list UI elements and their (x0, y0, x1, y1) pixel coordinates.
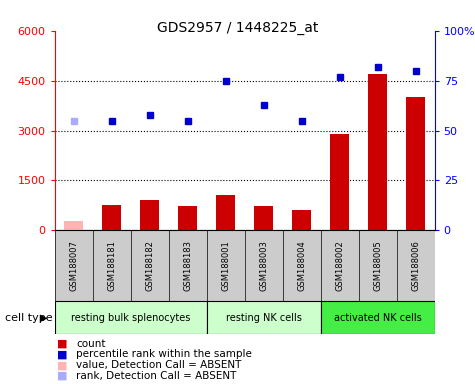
Text: GSM188182: GSM188182 (145, 240, 154, 291)
Text: resting bulk splenocytes: resting bulk splenocytes (71, 313, 190, 323)
Bar (216, 195, 235, 230)
Text: count: count (76, 339, 105, 349)
Text: GSM188003: GSM188003 (259, 240, 268, 291)
Text: cell type: cell type (5, 313, 52, 323)
Text: GSM188181: GSM188181 (107, 240, 116, 291)
Text: ▶: ▶ (40, 313, 48, 323)
Bar (178, 207, 197, 230)
Text: GSM188007: GSM188007 (69, 240, 78, 291)
Bar (102, 205, 121, 230)
Bar (64, 221, 83, 230)
Bar (140, 200, 159, 230)
Bar (254, 206, 273, 230)
Bar (292, 210, 311, 230)
Text: ■: ■ (57, 349, 67, 359)
Text: percentile rank within the sample: percentile rank within the sample (76, 349, 252, 359)
Text: ■: ■ (57, 339, 67, 349)
Bar (55, 301, 207, 334)
Text: GDS2957 / 1448225_at: GDS2957 / 1448225_at (157, 21, 318, 35)
Text: GSM188006: GSM188006 (411, 240, 420, 291)
Bar (207, 301, 321, 334)
Bar (330, 134, 349, 230)
Text: resting NK cells: resting NK cells (226, 313, 302, 323)
Text: activated NK cells: activated NK cells (334, 313, 421, 323)
Text: value, Detection Call = ABSENT: value, Detection Call = ABSENT (76, 360, 241, 370)
Text: GSM188004: GSM188004 (297, 240, 306, 291)
Text: GSM188001: GSM188001 (221, 240, 230, 291)
Text: ■: ■ (57, 371, 67, 381)
Text: GSM188005: GSM188005 (373, 240, 382, 291)
Text: GSM188183: GSM188183 (183, 240, 192, 291)
Text: GSM188002: GSM188002 (335, 240, 344, 291)
Bar (368, 74, 387, 230)
Bar (321, 301, 435, 334)
Bar (406, 97, 425, 230)
Text: rank, Detection Call = ABSENT: rank, Detection Call = ABSENT (76, 371, 237, 381)
Text: ■: ■ (57, 360, 67, 370)
